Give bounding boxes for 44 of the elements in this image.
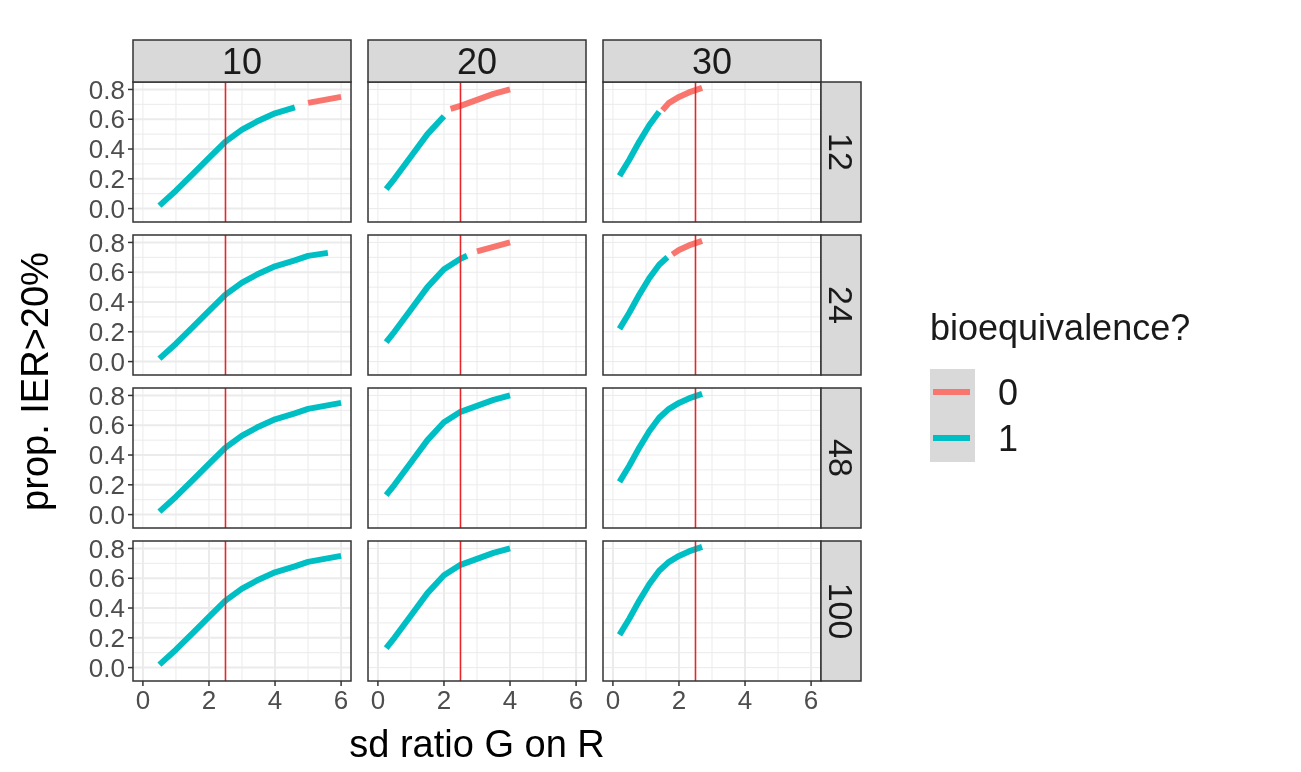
x-tick-label: 0 — [370, 685, 386, 715]
x-tick-label: 4 — [737, 685, 753, 715]
y-tick-label: 0.0 — [88, 652, 125, 683]
y-tick-label: 0.8 — [88, 380, 125, 411]
y-tick-label: 0.4 — [88, 440, 125, 471]
chart-title: 10 — [221, 40, 263, 82]
chart-title: 20 — [456, 40, 498, 82]
y-tick-label: 0.2 — [88, 163, 125, 194]
y-tick-label: 0.4 — [88, 134, 125, 165]
y-tick-label: 0.6 — [88, 410, 125, 441]
x-tick-label: 0 — [605, 685, 621, 715]
y-tick-label: 0.0 — [88, 346, 125, 377]
y-tick-label: 0.0 — [88, 499, 125, 530]
x-tick-label: 4 — [502, 685, 518, 715]
y-tick-label: 0.8 — [88, 533, 125, 564]
y-axis-title: prop. IER>20% — [14, 252, 56, 511]
x-tick-label: 2 — [671, 685, 687, 715]
y-tick-label: 0.8 — [88, 227, 125, 258]
chart-title: 30 — [691, 40, 733, 82]
y-tick-label: 0.4 — [88, 287, 125, 318]
x-tick-label: 6 — [803, 685, 819, 715]
x-axis-title: sd ratio G on R — [349, 723, 605, 765]
y-tick-label: 0.2 — [88, 316, 125, 347]
y-tick-label: 0.2 — [88, 469, 125, 500]
y-tick-label: 0.6 — [88, 104, 125, 135]
y-tick-label: 0.6 — [88, 257, 125, 288]
y-tick-label: 0.8 — [88, 74, 125, 105]
y2-axis-title: 12 — [822, 133, 861, 171]
y-tick-label: 0.2 — [88, 622, 125, 653]
y-tick-label: 0.0 — [88, 193, 125, 224]
x-tick-label: 6 — [333, 685, 349, 715]
y2-axis-title: 100 — [822, 582, 861, 640]
legend-label: 0 — [998, 371, 1019, 413]
x-tick-label: 2 — [201, 685, 217, 715]
y2-axis-title: 24 — [822, 286, 861, 324]
x-tick-label: 2 — [436, 685, 452, 715]
x-tick-label: 6 — [568, 685, 584, 715]
legend-title: bioequivalence? — [930, 307, 1191, 348]
legend-label: 1 — [998, 417, 1019, 459]
y-tick-label: 0.4 — [88, 593, 125, 624]
x-tick-label: 4 — [267, 685, 283, 715]
y2-axis-title: 48 — [822, 439, 861, 477]
x-tick-label: 0 — [135, 685, 151, 715]
y-tick-label: 0.6 — [88, 563, 125, 594]
